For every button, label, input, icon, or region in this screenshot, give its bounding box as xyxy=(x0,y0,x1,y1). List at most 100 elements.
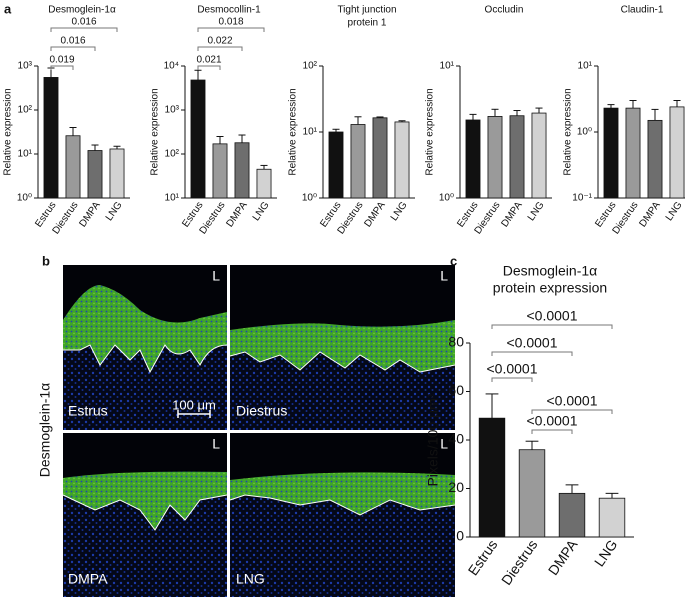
tile-corner: L xyxy=(212,436,220,452)
y-tick-label: 10¹ xyxy=(578,61,593,72)
bar xyxy=(647,119,663,199)
x-tick-label: Diestrus xyxy=(498,537,541,588)
y-tick-label: 10² xyxy=(303,61,318,72)
bar xyxy=(478,417,506,538)
chart-title: Tight junction xyxy=(337,5,396,16)
x-tick-label: LNG xyxy=(664,200,685,223)
chart-title: Occludin xyxy=(485,5,524,16)
tile-label: DMPA xyxy=(68,571,108,587)
significance-bracket xyxy=(197,46,243,51)
x-tick-label: DMPA xyxy=(224,200,249,230)
y-axis-label: Relative expression xyxy=(563,88,574,175)
panel-label: c xyxy=(450,253,457,268)
x-tick-label: DMPA xyxy=(362,200,387,230)
y-tick-label: 20 xyxy=(448,479,464,495)
bar xyxy=(109,148,125,199)
p-value: <0.0001 xyxy=(527,307,578,323)
tile-corner: L xyxy=(212,268,220,284)
y-tick-label: 10⁻¹ xyxy=(572,193,592,204)
significance-bracket xyxy=(531,409,613,414)
x-tick-label: DMPA xyxy=(545,536,581,578)
bar xyxy=(518,449,546,538)
y-tick-label: 10³ xyxy=(165,105,180,116)
bar xyxy=(509,115,525,199)
micrographs xyxy=(62,265,456,597)
tile-corner: L xyxy=(440,268,448,284)
y-tick-label: 40 xyxy=(448,431,464,447)
y-tick-label: 10¹ xyxy=(440,61,455,72)
y-axis-label: Relative expression xyxy=(3,88,14,175)
p-value: <0.0001 xyxy=(487,360,538,376)
y-tick-label: 10⁰ xyxy=(577,127,592,138)
p-value: 0.016 xyxy=(71,17,96,28)
bar xyxy=(234,142,250,199)
y-tick-label: 10⁰ xyxy=(302,193,317,204)
bar xyxy=(669,106,685,199)
tile-corner: L xyxy=(440,436,448,452)
bar xyxy=(487,116,503,199)
significance-bracket xyxy=(491,377,533,382)
y-axis-label: Relative expression xyxy=(150,88,161,175)
tile-label: Diestrus xyxy=(236,403,287,419)
significance-bracket xyxy=(197,65,221,70)
x-tick-label: LNG xyxy=(104,200,125,223)
chart-title: protein expression xyxy=(493,280,607,296)
bar xyxy=(603,107,619,199)
chart-title: protein 1 xyxy=(348,18,387,29)
bar xyxy=(350,124,366,199)
chart-title: Claudin-1 xyxy=(621,5,664,16)
y-tick-label: 10⁰ xyxy=(439,193,454,204)
p-value: 0.018 xyxy=(218,17,243,28)
y-axis-label: Pixels/100 μm² xyxy=(425,393,441,486)
y-tick-label: 10⁴ xyxy=(164,61,179,72)
bar xyxy=(558,492,586,538)
y-axis-label: Relative expression xyxy=(425,88,436,175)
chart-title: Desmocollin-1 xyxy=(197,5,261,16)
y-tick-label: 10¹ xyxy=(165,193,180,204)
y-tick-label: 0 xyxy=(456,528,464,544)
panel-label: a xyxy=(4,1,12,16)
significance-bracket xyxy=(531,429,573,434)
y-tick-label: 10³ xyxy=(18,61,33,72)
bar xyxy=(394,121,410,199)
bar xyxy=(531,112,547,199)
y-tick-label: 10² xyxy=(18,105,33,116)
significance-bracket xyxy=(50,46,96,51)
y-tick-label: 80 xyxy=(448,334,464,350)
p-value: <0.0001 xyxy=(527,412,578,428)
bar xyxy=(65,135,81,199)
chart-title: Desmoglein-1α xyxy=(503,263,597,279)
y-axis-label: Relative expression xyxy=(288,88,299,175)
y-tick-label: 10² xyxy=(165,149,180,160)
x-tick-label: DMPA xyxy=(77,200,102,230)
p-value: <0.0001 xyxy=(507,334,558,350)
significance-bracket xyxy=(197,27,265,32)
y-tick-label: 10⁰ xyxy=(17,193,32,204)
bar xyxy=(598,497,626,538)
p-value: 0.016 xyxy=(60,36,85,47)
chart-title: Desmoglein-1α xyxy=(48,5,116,16)
x-tick-label: DMPA xyxy=(499,200,524,230)
y-tick-label: 10¹ xyxy=(18,149,33,160)
bar xyxy=(256,168,272,199)
y-tick-label: 60 xyxy=(448,382,464,398)
bar xyxy=(328,131,344,199)
row-label: Desmoglein-1α xyxy=(37,383,53,477)
x-tick-label: DMPA xyxy=(637,200,662,230)
y-tick-label: 10¹ xyxy=(303,127,318,138)
x-tick-label: LNG xyxy=(591,537,621,570)
significance-bracket xyxy=(50,27,118,32)
bar xyxy=(212,143,228,199)
p-value: 0.019 xyxy=(49,55,74,66)
p-value: <0.0001 xyxy=(547,392,598,408)
x-tick-label: Estrus xyxy=(465,537,501,579)
bar xyxy=(87,150,103,199)
x-tick-label: LNG xyxy=(251,200,272,223)
significance-bracket xyxy=(50,65,74,70)
p-value: 0.022 xyxy=(207,36,232,47)
significance-bracket xyxy=(491,351,573,356)
bar xyxy=(372,117,388,199)
bar xyxy=(43,77,59,199)
x-tick-label: LNG xyxy=(389,200,410,223)
